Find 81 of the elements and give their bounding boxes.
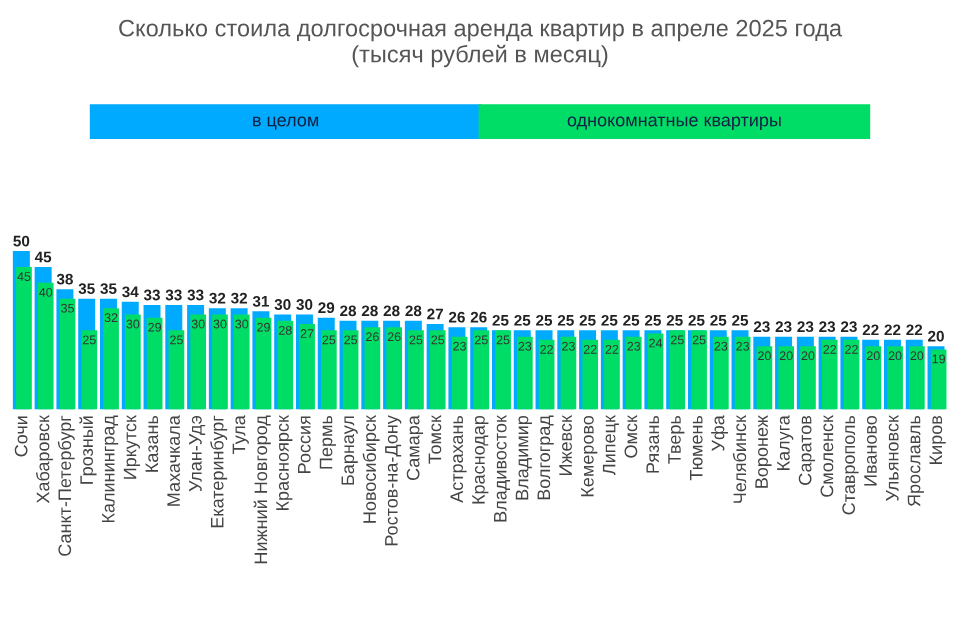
- x-tick-label: Иркутск: [123, 415, 140, 479]
- x-tick-label: Киров: [929, 415, 946, 464]
- bar: [582, 339, 599, 410]
- bar: [408, 330, 424, 410]
- x-tick-label: Саратов: [798, 415, 816, 485]
- bar: [299, 324, 315, 410]
- bar: [909, 346, 925, 410]
- chart-title: Сколько стоила долгосрочная аренда квартир в апреле 2025 года (тысяч рублей в месяц): [119, 19, 843, 68]
- x-tick-label: Владимир: [515, 415, 532, 500]
- bar: [59, 298, 76, 410]
- bar: [451, 336, 468, 410]
- x-tick-label: Рязань: [646, 415, 660, 473]
- x-tick-label: Уфа: [711, 415, 728, 452]
- x-tick-label: Улан-Удэ: [189, 415, 206, 492]
- bar: [16, 266, 32, 410]
- x-tick-label: Калуга: [777, 415, 794, 471]
- bar: [560, 336, 577, 410]
- x-tick-label: Санкт-Петербург: [57, 415, 75, 556]
- x-tick-label: Смоленск: [820, 415, 834, 497]
- bar: [37, 282, 54, 410]
- bar: [604, 339, 620, 410]
- x-tick-label: Грозный: [79, 416, 97, 484]
- x-tick-label: Ярославль: [907, 415, 924, 507]
- bar: [103, 308, 119, 410]
- x-tick-label: Ставрополь: [842, 415, 859, 515]
- x-tick-label: Сочи: [14, 416, 28, 457]
- bar: [168, 330, 185, 410]
- bar: [756, 346, 773, 410]
- bar: [190, 314, 207, 410]
- x-tick-label: Махачкала: [167, 415, 180, 506]
- x-tick-label: Волгоград: [537, 415, 554, 500]
- bar: [233, 314, 250, 410]
- x-tick-label: Новосибирск: [362, 415, 380, 523]
- x-tick-label: Калининград: [102, 415, 119, 523]
- x-tick-label: Липецк: [602, 415, 619, 475]
- bar: [887, 346, 903, 410]
- bar: [277, 320, 294, 410]
- x-tick-label: Ижевск: [559, 415, 572, 476]
- x-tick-label: Барнаул: [341, 416, 358, 485]
- bar: [800, 346, 816, 410]
- bar: [778, 346, 795, 410]
- x-tick-label: Россия: [298, 416, 311, 473]
- bar: [625, 336, 642, 410]
- x-tick-label: Красноярск: [276, 415, 293, 511]
- x-tick-label: Томск: [428, 415, 442, 464]
- bar: [146, 317, 163, 410]
- x-tick-label: Тюмень: [690, 415, 703, 481]
- x-tick-label: Казань: [145, 415, 159, 472]
- bar: [386, 327, 403, 410]
- bar: [865, 346, 882, 410]
- x-tick-label: Иваново: [864, 415, 877, 486]
- x-tick-label: Екатеринбург: [210, 415, 228, 528]
- x-tick-label: Краснодар: [472, 415, 489, 504]
- x-tick-label: Ростов-на-Дону: [385, 415, 402, 546]
- bar: [734, 336, 751, 410]
- bar: [364, 327, 381, 410]
- x-tick-label: Тверь: [668, 415, 685, 464]
- bar: [255, 317, 272, 410]
- x-tick-label: Воронеж: [755, 415, 772, 488]
- x-tick-label: Челябинск: [732, 415, 747, 503]
- bar: [81, 330, 98, 410]
- x-tick-label: Ульяновск: [886, 415, 899, 501]
- x-tick-label: Омск: [624, 415, 638, 458]
- x-tick-label: Пермь: [319, 415, 336, 469]
- bar: [212, 314, 228, 410]
- x-tick-label: Нижний Новгород: [253, 415, 271, 564]
- x-tick-label: Кемерово: [581, 415, 598, 497]
- text: в целом: [253, 116, 319, 130]
- x-tick-label: Хабаровск: [35, 415, 53, 504]
- bar: [321, 330, 337, 410]
- bar: [342, 330, 359, 410]
- x-tick-label: Владивосток: [494, 415, 511, 522]
- bar: [713, 336, 729, 410]
- x-tick-label: Самара: [406, 415, 424, 481]
- bar: [125, 314, 141, 410]
- bar: [517, 336, 533, 410]
- text: однокомнатные квартиры: [567, 116, 781, 131]
- bar: [429, 330, 446, 410]
- bar: [538, 339, 555, 410]
- x-tick-label: Тула: [232, 415, 249, 454]
- x-tick-label: Астрахань: [450, 415, 467, 503]
